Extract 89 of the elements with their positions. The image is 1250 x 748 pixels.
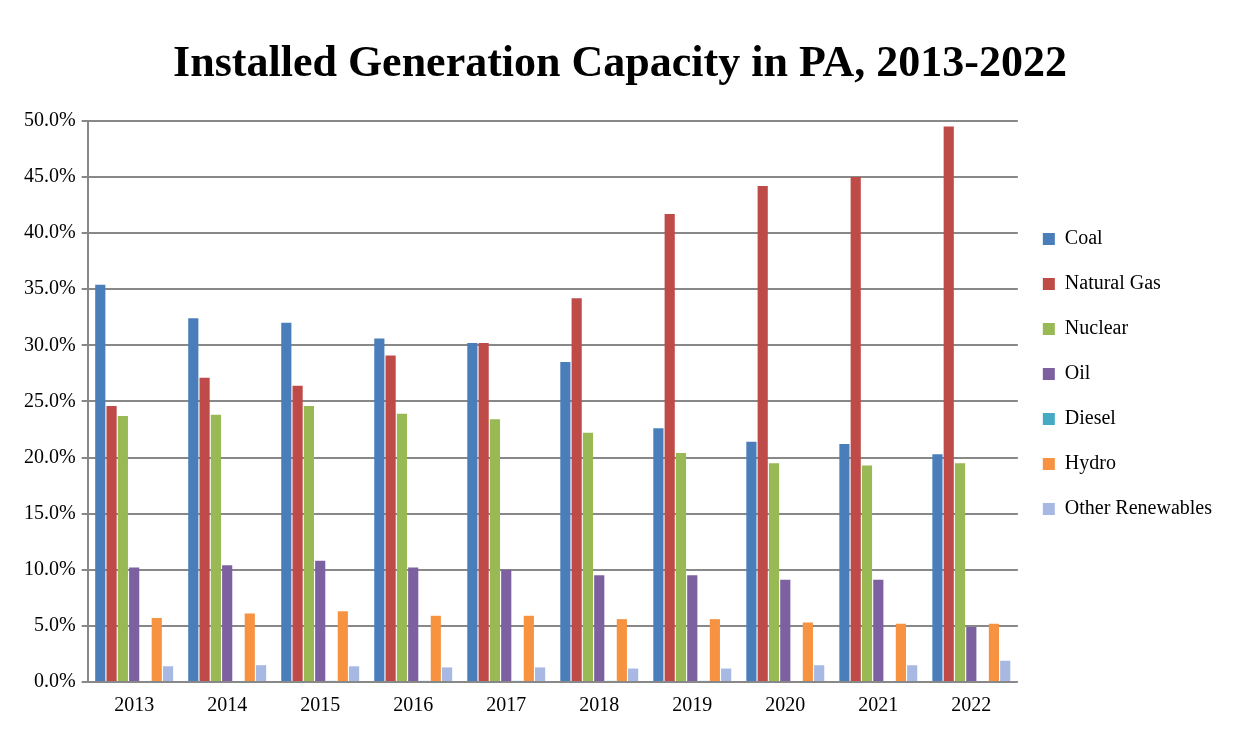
bar xyxy=(988,623,999,681)
bar xyxy=(675,453,687,681)
bar xyxy=(523,615,534,681)
x-tick-label: 2022 xyxy=(951,693,992,716)
bar xyxy=(222,565,233,681)
bar xyxy=(1000,660,1011,681)
bar xyxy=(780,579,791,681)
y-tick-label: 20.0% xyxy=(23,444,76,467)
bar xyxy=(188,318,199,681)
bar xyxy=(442,667,453,681)
bar xyxy=(814,665,825,681)
legend-label: Other Renewables xyxy=(1064,496,1213,519)
bar xyxy=(292,385,303,681)
bar xyxy=(408,567,419,681)
x-tick-label: 2013 xyxy=(114,693,155,716)
y-tick-label: 25.0% xyxy=(23,388,76,411)
x-tick-label: 2018 xyxy=(579,693,620,716)
bar xyxy=(850,176,861,681)
y-tick-label: 30.0% xyxy=(23,332,76,355)
bar xyxy=(489,419,501,681)
bar xyxy=(430,615,441,681)
x-tick-label: 2019 xyxy=(672,693,713,716)
bar xyxy=(478,343,489,681)
bar xyxy=(374,338,385,681)
bar xyxy=(966,627,977,681)
bar xyxy=(616,619,627,681)
bar xyxy=(349,666,360,681)
bar xyxy=(687,575,698,681)
bar xyxy=(943,126,954,681)
x-tick-label: 2015 xyxy=(300,693,341,716)
bar xyxy=(664,213,675,681)
bar xyxy=(768,463,780,681)
legend-label: Natural Gas xyxy=(1064,271,1162,294)
bar xyxy=(709,619,720,681)
bar xyxy=(582,432,594,681)
x-tick-label: 2020 xyxy=(765,693,806,716)
bar xyxy=(839,444,850,681)
bar xyxy=(315,560,326,681)
bar xyxy=(895,623,906,681)
bar xyxy=(907,665,918,681)
bar xyxy=(337,611,348,681)
bar xyxy=(162,666,174,681)
bar xyxy=(199,377,210,681)
legend-label: Coal xyxy=(1064,226,1104,249)
bar xyxy=(861,465,873,681)
bar xyxy=(501,569,512,681)
bar xyxy=(746,441,757,681)
legend-label: Diesel xyxy=(1064,406,1117,429)
y-tick-label: 15.0% xyxy=(23,500,76,523)
bar xyxy=(594,575,605,681)
bar xyxy=(560,362,571,681)
y-tick-label: 45.0% xyxy=(23,164,76,187)
bar xyxy=(106,405,117,681)
bar xyxy=(385,355,396,681)
y-tick-label: 10.0% xyxy=(23,557,76,580)
chart-title: Installed Generation Capacity in PA, 2013-2022 xyxy=(173,36,1067,86)
x-tick-label: 2014 xyxy=(207,693,248,716)
y-tick-label: 35.0% xyxy=(23,276,76,299)
bar xyxy=(255,665,267,681)
bar xyxy=(151,618,162,681)
y-tick-label: 50.0% xyxy=(23,108,76,131)
bar xyxy=(873,579,884,681)
bar xyxy=(757,185,768,681)
legend-label: Oil xyxy=(1064,361,1091,384)
x-tick-label: 2017 xyxy=(486,693,527,716)
bar xyxy=(535,667,546,681)
bar xyxy=(932,454,943,681)
y-tick-label: 40.0% xyxy=(23,220,76,243)
bar xyxy=(571,298,582,681)
legend-label: Nuclear xyxy=(1064,316,1129,339)
bar xyxy=(129,567,140,681)
bar xyxy=(95,284,106,681)
bar xyxy=(467,343,478,681)
bar xyxy=(721,668,732,681)
bar xyxy=(954,463,966,681)
bar xyxy=(628,668,639,681)
bar xyxy=(396,413,408,681)
x-tick-label: 2016 xyxy=(393,693,434,716)
bar xyxy=(802,622,813,681)
y-tick-label: 5.0% xyxy=(33,613,76,636)
bar xyxy=(281,322,292,681)
bar xyxy=(303,405,314,681)
bar xyxy=(210,414,221,681)
bar xyxy=(117,415,128,681)
legend-label: Hydro xyxy=(1064,451,1116,475)
bar xyxy=(244,613,255,681)
x-tick-label: 2021 xyxy=(858,693,899,716)
bar xyxy=(653,428,664,681)
y-tick-label: 0.0% xyxy=(33,669,76,692)
